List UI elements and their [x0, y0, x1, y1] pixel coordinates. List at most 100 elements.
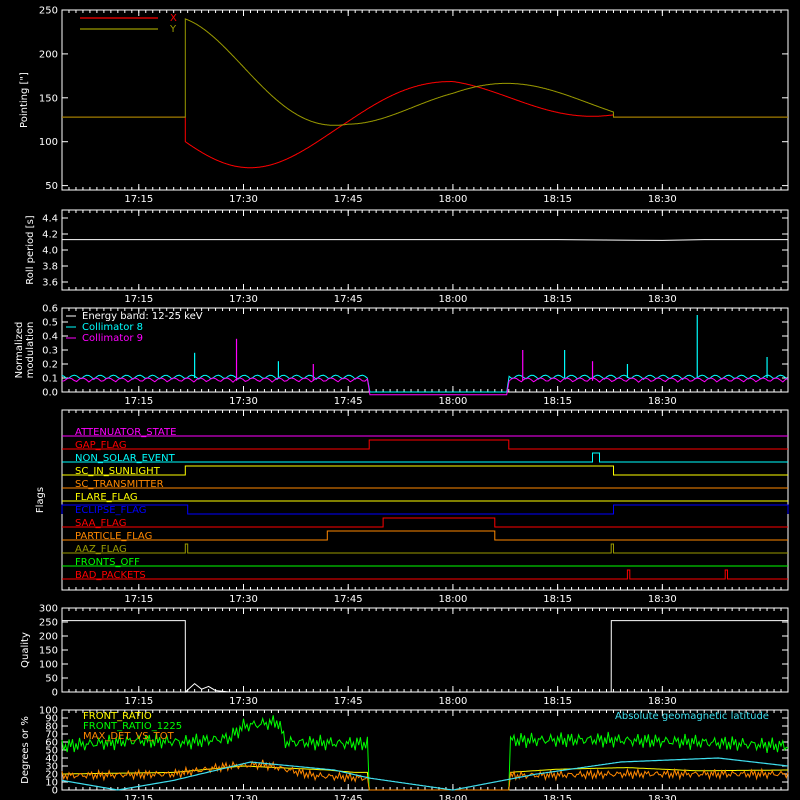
modulation-series-collimator-8: [61, 374, 788, 393]
quality-x-tick-label: 18:30: [648, 696, 677, 707]
quality-x-tick-label: 17:30: [229, 696, 258, 707]
quality-series-line: [62, 620, 788, 694]
roll-period-y-tick-label: 3.6: [42, 278, 58, 289]
ratios-y-tick-label: 80: [45, 722, 58, 733]
roll-period-x-tick-label: 18:30: [648, 294, 677, 305]
ratios-y-tick-label: 70: [45, 730, 58, 741]
flags-row-label: NON_SOLAR_EVENT: [75, 453, 176, 464]
modulation-y-axis-label: Normalized: [14, 322, 25, 379]
modulation-y-tick-label: 0.5: [42, 318, 58, 329]
ratios-x-tick-label: 18:30: [648, 794, 677, 800]
pointing-x-tick-label: 18:00: [439, 194, 468, 205]
modulation-y-tick-label: 0.3: [42, 346, 58, 357]
roll-period-y-tick-label: 4.2: [42, 230, 58, 241]
ratios-y-tick-label: 0: [52, 786, 58, 797]
ratios-y-tick-label: 40: [45, 754, 58, 765]
pointing-series-y: [62, 18, 788, 126]
flags-row-line: [62, 517, 788, 528]
pointing-y-tick-label: 150: [39, 93, 58, 104]
quality-y-tick-label: 200: [39, 632, 58, 643]
flags-x-tick-label: 17:45: [334, 594, 363, 605]
ratios-series-absolute-geomagnetic-latitude: [61, 757, 789, 791]
modulation-legend-label: Collimator 8: [82, 322, 143, 333]
quality-y-tick-label: 250: [39, 618, 58, 629]
ratios-x-tick-label: 18:15: [543, 794, 572, 800]
pointing-series-x: [62, 81, 788, 169]
flags-x-tick-label: 18:30: [648, 594, 677, 605]
ratios-y-tick-label: 90: [45, 714, 58, 725]
roll-period-x-tick-label: 17:30: [229, 294, 258, 305]
quality-y-tick-label: 100: [39, 660, 58, 671]
flags-row-label: BAD_PACKETS: [75, 570, 146, 581]
quality-x-tick-label: 18:00: [439, 696, 468, 707]
modulation-y-tick-label: 0.4: [42, 332, 58, 343]
quality-y-tick-label: 300: [39, 604, 58, 615]
flags-row-line: [62, 439, 788, 450]
modulation-x-tick-label: 17:45: [334, 396, 363, 407]
ratios-legend-label: FRONT_RATIO: [83, 711, 152, 722]
modulation-y-tick-label: 0.2: [42, 360, 58, 371]
flags-row-line: [62, 530, 788, 541]
flags-row-label: AAZ_FLAG: [75, 544, 127, 555]
roll-period-y-tick-label: 4.0: [42, 246, 58, 257]
flags-row-line: [62, 543, 788, 554]
modulation-y-axis-label: modulation: [25, 322, 36, 379]
ratios-y-tick-label: 100: [39, 706, 58, 717]
ratios-x-tick-label: 17:45: [334, 794, 363, 800]
modulation-x-tick-label: 18:30: [648, 396, 677, 407]
pointing-y-tick-label: 100: [39, 137, 58, 148]
flags-row-line: [61, 504, 789, 515]
roll-period-x-tick-label: 17:45: [334, 294, 363, 305]
flags-x-tick-label: 17:30: [229, 594, 258, 605]
modulation-y-tick-label: 0.0: [42, 388, 58, 399]
ratios-y-tick-label: 30: [45, 762, 58, 773]
pointing-x-tick-label: 17:30: [229, 194, 258, 205]
pointing-x-tick-label: 18:15: [543, 194, 572, 205]
flags-row-label: SC_TRANSMITTER: [75, 479, 164, 490]
quality-y-tick-label: 0: [52, 688, 58, 699]
flags-y-axis-label: Flags: [35, 487, 46, 513]
modulation-legend-label: Collimator 9: [82, 333, 143, 344]
flags-row-label: GAP_FLAG: [75, 440, 127, 451]
flags-x-tick-label: 17:15: [124, 594, 153, 605]
flags-row-label: FRONTS_OFF: [75, 557, 140, 568]
roll-period-y-tick-label: 4.4: [42, 214, 58, 225]
quality-y-axis-label: Quality: [20, 632, 31, 668]
roll-period-x-tick-label: 18:00: [439, 294, 468, 305]
quality-x-tick-label: 17:45: [334, 696, 363, 707]
pointing-y-axis-label: Pointing ["]: [19, 72, 30, 128]
modulation-y-tick-label: 0.6: [42, 304, 58, 315]
flags-row-label: PARTICLE_FLAG: [75, 531, 152, 542]
pointing-x-tick-label: 18:30: [648, 194, 677, 205]
roll-period-x-tick-label: 18:15: [543, 294, 572, 305]
flags-row-line: [62, 569, 788, 580]
modulation-x-tick-label: 18:15: [543, 396, 572, 407]
quality-y-tick-label: 150: [39, 646, 58, 657]
pointing-y-tick-label: 50: [45, 181, 58, 192]
roll-period-y-tick-label: 3.8: [42, 262, 58, 273]
modulation-legend-label: Energy band: 12-25 keV: [82, 311, 203, 322]
flags-row-label: ATTENUATOR_STATE: [75, 427, 176, 438]
ratios-y-tick-label: 50: [45, 746, 58, 757]
pointing-y-tick-label: 200: [39, 49, 58, 60]
modulation-series-collimator-9: [61, 377, 788, 396]
ratios-y-axis-label: Degrees or %: [20, 716, 31, 784]
roll-period-series-line: [62, 239, 788, 241]
roll-period-x-tick-label: 17:15: [124, 294, 153, 305]
roll-period-y-axis-label: Roll period [s]: [25, 215, 36, 284]
ratios-y-tick-label: 60: [45, 738, 58, 749]
quality-y-tick-label: 50: [45, 674, 58, 685]
pointing-legend-label: X: [170, 13, 177, 24]
ratios-x-tick-label: 17:30: [229, 794, 258, 800]
flags-row-line: [62, 465, 788, 476]
ratios-x-tick-label: 18:00: [439, 794, 468, 800]
pointing-x-tick-label: 17:15: [124, 194, 153, 205]
modulation-x-tick-label: 17:15: [124, 396, 153, 407]
ratios-legend-label: FRONT_RATIO_1225: [83, 721, 182, 732]
flags-x-tick-label: 18:00: [439, 594, 468, 605]
flags-x-tick-label: 18:15: [543, 594, 572, 605]
flags-row-label: SAA_FLAG: [75, 518, 126, 529]
ratios-series-max-det-vs-tot: [61, 759, 789, 791]
flags-row-label: SC_IN_SUNLIGHT: [75, 466, 161, 477]
